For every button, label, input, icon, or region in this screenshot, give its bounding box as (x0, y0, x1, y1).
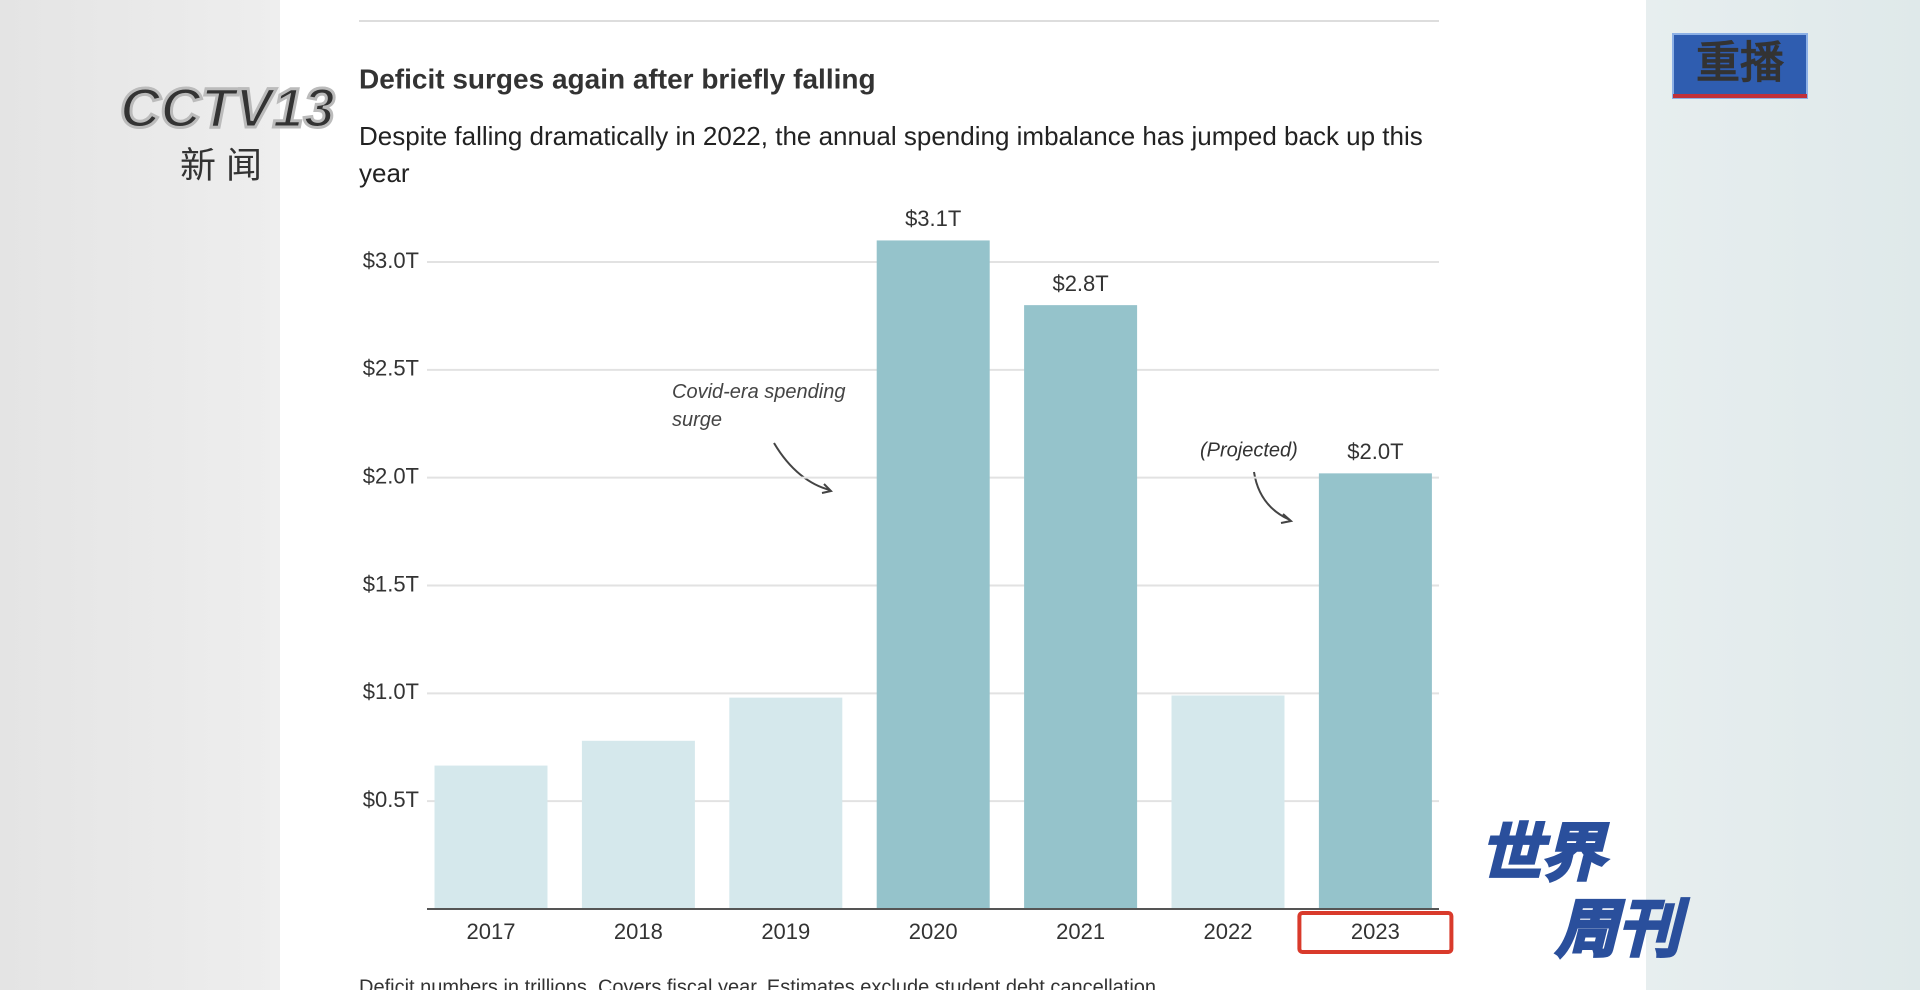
bar (434, 765, 548, 909)
badge-box (1672, 33, 1808, 99)
x-tick-label: 2019 (761, 919, 810, 944)
arrow-head (821, 483, 833, 494)
bar (581, 740, 695, 909)
channel-name: 新 闻 (180, 145, 262, 186)
overlay: CCTV13 新 闻 重播 世界 周刊 (119, 33, 1808, 966)
highlight-box (1297, 911, 1454, 954)
program-title: 世界 (1480, 819, 1609, 888)
badge: 重播 (1696, 39, 1785, 88)
bar (1024, 305, 1138, 910)
value-label: $2.8T (1052, 271, 1108, 296)
bar (1171, 695, 1285, 909)
arrow (1253, 471, 1291, 521)
chart-title: Deficit surges again after briefly falli… (359, 63, 876, 94)
bar (1318, 473, 1432, 909)
arrow (773, 442, 831, 491)
bar (729, 697, 843, 909)
arrow-head (1280, 513, 1294, 524)
x-tick-label: 2017 (467, 919, 516, 944)
channel-logo: CCTV13 (120, 76, 335, 139)
chart-subtitle: Despite falling dramatically in 2022, th… (359, 121, 1423, 188)
value-label: $2.0T (1347, 439, 1403, 464)
annotation: (Projected) (1200, 439, 1298, 461)
y-tick-label: $1.0T (363, 679, 419, 704)
y-tick-label: $2.0T (363, 463, 419, 488)
y-tick-label: $1.5T (363, 571, 419, 596)
x-tick-label: 2023 (1351, 919, 1400, 944)
x-tick-label: 2021 (1056, 919, 1105, 944)
program-title: 周刊 (1555, 895, 1689, 964)
x-tick-label: 2020 (909, 919, 958, 944)
y-tick-label: $3.0T (363, 248, 419, 273)
annotation: Covid-era spending surge (672, 381, 846, 431)
x-tick-label: 2018 (614, 919, 663, 944)
value-label: $3.1T (905, 206, 961, 231)
x-tick-label: 2022 (1204, 919, 1253, 944)
badge-strip (1673, 94, 1807, 98)
y-tick-label: $2.5T (363, 356, 419, 381)
footnote: Deficit numbers in trillions. Covers fis… (359, 976, 1162, 990)
bar (876, 240, 990, 909)
y-tick-label: $0.5T (363, 787, 419, 812)
